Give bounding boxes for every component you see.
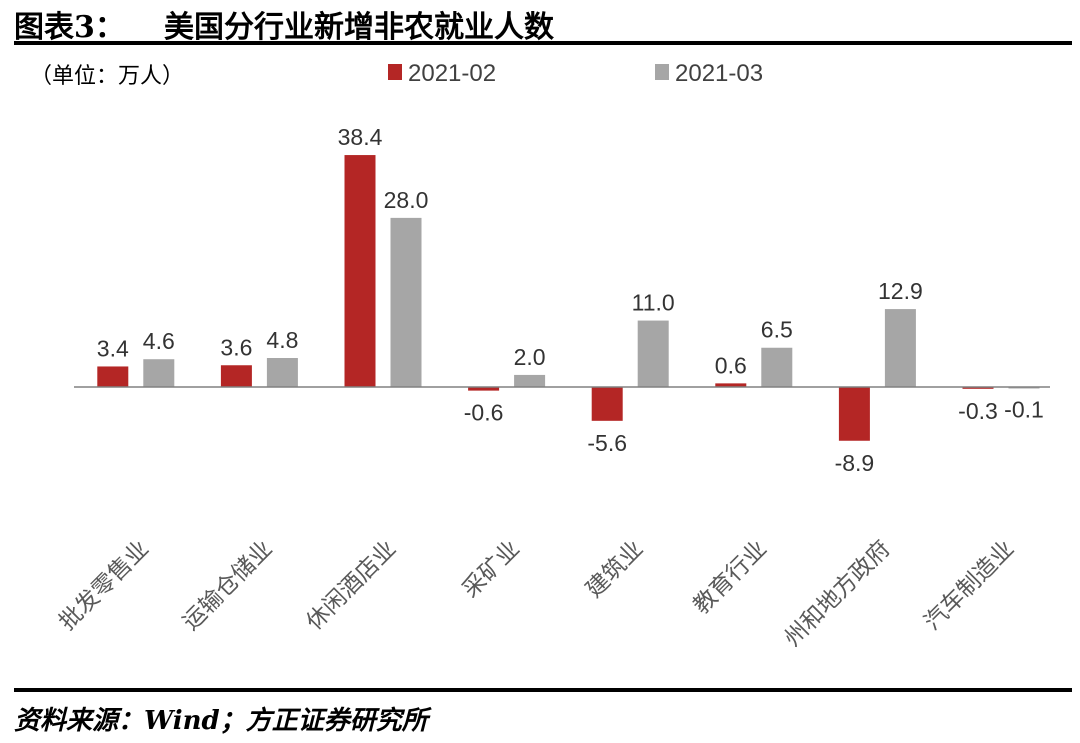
bar-2-1	[143, 359, 175, 387]
bar-1-6	[715, 383, 747, 387]
value-label-2-1: 4.6	[143, 328, 175, 354]
value-label-1-5: -5.6	[587, 430, 627, 456]
bar-1-2	[220, 365, 252, 387]
bar-2-3	[390, 217, 422, 387]
bar-1-4	[468, 387, 500, 391]
legend-label-2: 2021-03	[675, 60, 763, 87]
value-label-2-7: 12.9	[878, 278, 923, 304]
category-label-5: 建筑业	[581, 536, 648, 603]
value-label-1-6: 0.6	[715, 352, 747, 378]
title-row: 图表3： 美国分行业新增非农就业人数	[14, 0, 1074, 45]
value-label-1-2: 3.6	[220, 334, 252, 360]
category-label-3: 休闲酒店业	[302, 536, 402, 636]
bar-1-8	[962, 387, 994, 389]
legend: 2021-02 2021-03	[388, 60, 763, 87]
value-label-1-7: -8.9	[835, 450, 875, 476]
bar-1-7	[838, 387, 870, 441]
top-rule	[14, 41, 1072, 45]
legend-swatch-1	[388, 64, 402, 80]
bar-1-5	[591, 387, 623, 421]
bar-2-5	[637, 320, 669, 387]
value-label-1-8: -0.3	[958, 398, 998, 424]
bar-2-2	[266, 358, 298, 387]
bottom-rule	[14, 688, 1072, 692]
bar-2-7	[884, 309, 916, 387]
bar-2-6	[761, 347, 793, 387]
bar-1-1	[97, 366, 129, 387]
figure-number: 图表3：	[14, 10, 125, 45]
unit-label: （单位：万人）	[30, 64, 185, 89]
value-label-2-4: 2.0	[514, 344, 546, 370]
category-label-2: 运输仓储业	[178, 536, 278, 636]
value-labels: 3.4 4.6 3.6 4.8 38.4 28.0 -0.6 2.0 -5.6 11.0 0.6 6.…	[97, 124, 1044, 476]
category-label-1: 批发零售业	[54, 536, 154, 636]
source-note: 资料来源：Wind；方正证券研究所	[14, 706, 428, 736]
category-label-4: 采矿业	[458, 536, 525, 603]
chart-title: 美国分行业新增非农就业人数	[164, 10, 554, 45]
bar-1-3	[344, 155, 376, 387]
value-label-1-4: -0.6	[464, 400, 504, 426]
legend-label-1: 2021-02	[408, 60, 496, 87]
value-label-1-1: 3.4	[97, 335, 129, 361]
value-label-1-3: 38.4	[338, 124, 383, 150]
value-label-2-3: 28.0	[384, 187, 429, 213]
value-label-2-2: 4.8	[266, 327, 298, 353]
value-label-2-6: 6.5	[761, 317, 793, 343]
bar-2-4	[514, 374, 546, 387]
value-label-2-5: 11.0	[632, 290, 675, 316]
category-labels: 批发零售业 运输仓储业 休闲酒店业 采矿业 建筑业 教育行业 州和地方政府 汽车制造业	[54, 536, 1019, 652]
bars	[97, 155, 1040, 441]
category-label-6: 教育行业	[689, 536, 772, 619]
category-label-7: 州和地方政府	[780, 536, 896, 652]
category-label-8: 汽车制造业	[920, 536, 1020, 636]
value-label-2-8: -0.1	[1004, 397, 1044, 423]
legend-swatch-2	[655, 64, 669, 80]
